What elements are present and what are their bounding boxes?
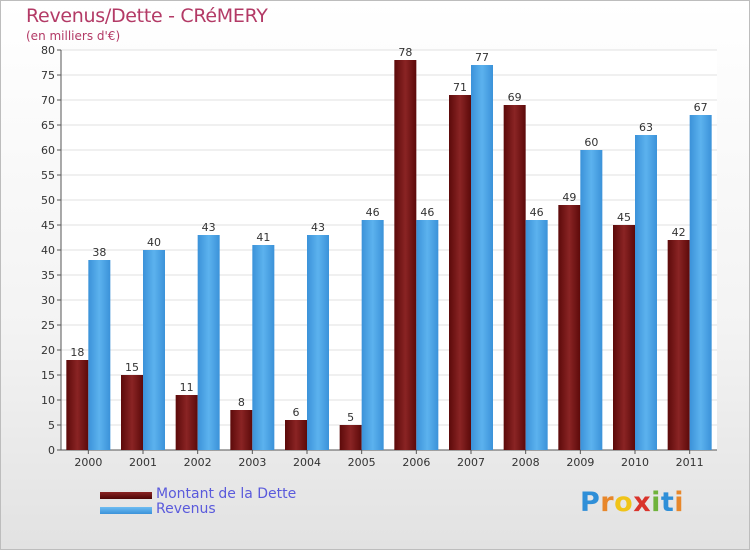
bar-dette xyxy=(121,375,143,450)
y-tick-label: 50 xyxy=(41,194,55,207)
x-tick-label: 2000 xyxy=(74,456,102,469)
logo-letter: i xyxy=(674,487,685,518)
bar-revenus xyxy=(197,235,220,450)
y-tick-label: 25 xyxy=(41,319,55,332)
x-tick-label: 2010 xyxy=(621,456,649,469)
data-label-dette: 5 xyxy=(347,411,354,424)
bar-dette xyxy=(66,360,89,450)
bar-dette xyxy=(667,240,690,450)
data-label-revenus: 67 xyxy=(694,101,708,114)
bar-dette xyxy=(175,395,198,450)
y-tick-label: 35 xyxy=(41,269,55,282)
data-label-revenus: 41 xyxy=(256,231,270,244)
data-label-revenus: 46 xyxy=(530,206,544,219)
bar-revenus xyxy=(689,115,712,450)
x-tick-label: 2002 xyxy=(184,456,212,469)
data-label-dette: 45 xyxy=(617,211,631,224)
bar-revenus xyxy=(361,220,384,450)
bar-dette xyxy=(558,205,581,450)
bar-dette xyxy=(449,95,471,450)
logo-letter: x xyxy=(633,487,652,518)
logo-letter: o xyxy=(614,487,634,518)
data-label-dette: 78 xyxy=(398,46,412,59)
data-label-revenus: 63 xyxy=(639,121,653,134)
data-label-revenus: 43 xyxy=(311,221,325,234)
bar-dette xyxy=(394,60,417,450)
data-label-revenus: 46 xyxy=(366,206,380,219)
legend-label-dette: Montant de la Dette xyxy=(156,486,297,502)
y-tick-label: 40 xyxy=(41,244,55,257)
data-label-dette: 71 xyxy=(453,81,467,94)
bar-dette xyxy=(339,425,362,450)
x-tick-label: 2009 xyxy=(566,456,594,469)
proxiti-logo: Proxiti xyxy=(580,487,684,518)
y-tick-label: 30 xyxy=(41,294,55,307)
legend-swatch-dette xyxy=(100,492,152,499)
y-tick-label: 55 xyxy=(41,169,55,182)
y-tick-label: 60 xyxy=(41,144,55,157)
y-tick-label: 70 xyxy=(41,94,55,107)
bar-dette xyxy=(503,105,526,450)
bar-revenus xyxy=(471,65,493,450)
bar-dette xyxy=(285,420,307,450)
legend-label-revenus: Revenus xyxy=(156,501,216,517)
data-label-revenus: 77 xyxy=(475,51,489,64)
chart-title: Revenus/Dette - CRéMERY xyxy=(26,5,268,27)
data-label-dette: 18 xyxy=(70,346,84,359)
data-label-revenus: 38 xyxy=(92,246,106,259)
data-label-revenus: 60 xyxy=(584,136,598,149)
bar-dette xyxy=(230,410,253,450)
legend-swatch-revenus xyxy=(100,507,152,514)
y-tick-label: 65 xyxy=(41,119,55,132)
bar-revenus xyxy=(252,245,275,450)
bar-revenus xyxy=(635,135,657,450)
data-label-dette: 42 xyxy=(672,226,686,239)
y-tick-label: 10 xyxy=(41,394,55,407)
x-tick-label: 2007 xyxy=(457,456,485,469)
logo-letter: r xyxy=(600,487,615,518)
bar-revenus xyxy=(307,235,329,450)
bar-revenus xyxy=(525,220,548,450)
data-label-dette: 15 xyxy=(125,361,139,374)
x-tick-label: 2001 xyxy=(129,456,157,469)
bar-revenus xyxy=(416,220,439,450)
x-tick-label: 2006 xyxy=(402,456,430,469)
data-label-dette: 11 xyxy=(180,381,194,394)
x-tick-label: 2004 xyxy=(293,456,321,469)
data-label-dette: 6 xyxy=(293,406,300,419)
data-label-dette: 49 xyxy=(562,191,576,204)
y-tick-label: 20 xyxy=(41,344,55,357)
data-label-revenus: 43 xyxy=(202,221,216,234)
y-tick-label: 0 xyxy=(48,444,55,457)
chart-subtitle: (en milliers d'€) xyxy=(26,29,121,43)
x-tick-label: 2011 xyxy=(676,456,704,469)
data-label-dette: 8 xyxy=(238,396,245,409)
y-tick-label: 80 xyxy=(41,44,55,57)
logo-letter: t xyxy=(660,487,675,518)
data-label-dette: 69 xyxy=(508,91,522,104)
bar-revenus xyxy=(88,260,111,450)
bar-dette xyxy=(613,225,635,450)
y-tick-label: 5 xyxy=(48,419,55,432)
bar-revenus xyxy=(580,150,603,450)
data-label-revenus: 40 xyxy=(147,236,161,249)
x-tick-label: 2005 xyxy=(348,456,376,469)
y-tick-label: 15 xyxy=(41,369,55,382)
data-label-revenus: 46 xyxy=(420,206,434,219)
x-tick-label: 2008 xyxy=(512,456,540,469)
y-tick-label: 75 xyxy=(41,69,55,82)
y-tick-label: 45 xyxy=(41,219,55,232)
logo-letter: P xyxy=(580,487,601,518)
bar-revenus xyxy=(143,250,165,450)
x-tick-label: 2003 xyxy=(238,456,266,469)
logo-letter: i xyxy=(651,487,661,518)
